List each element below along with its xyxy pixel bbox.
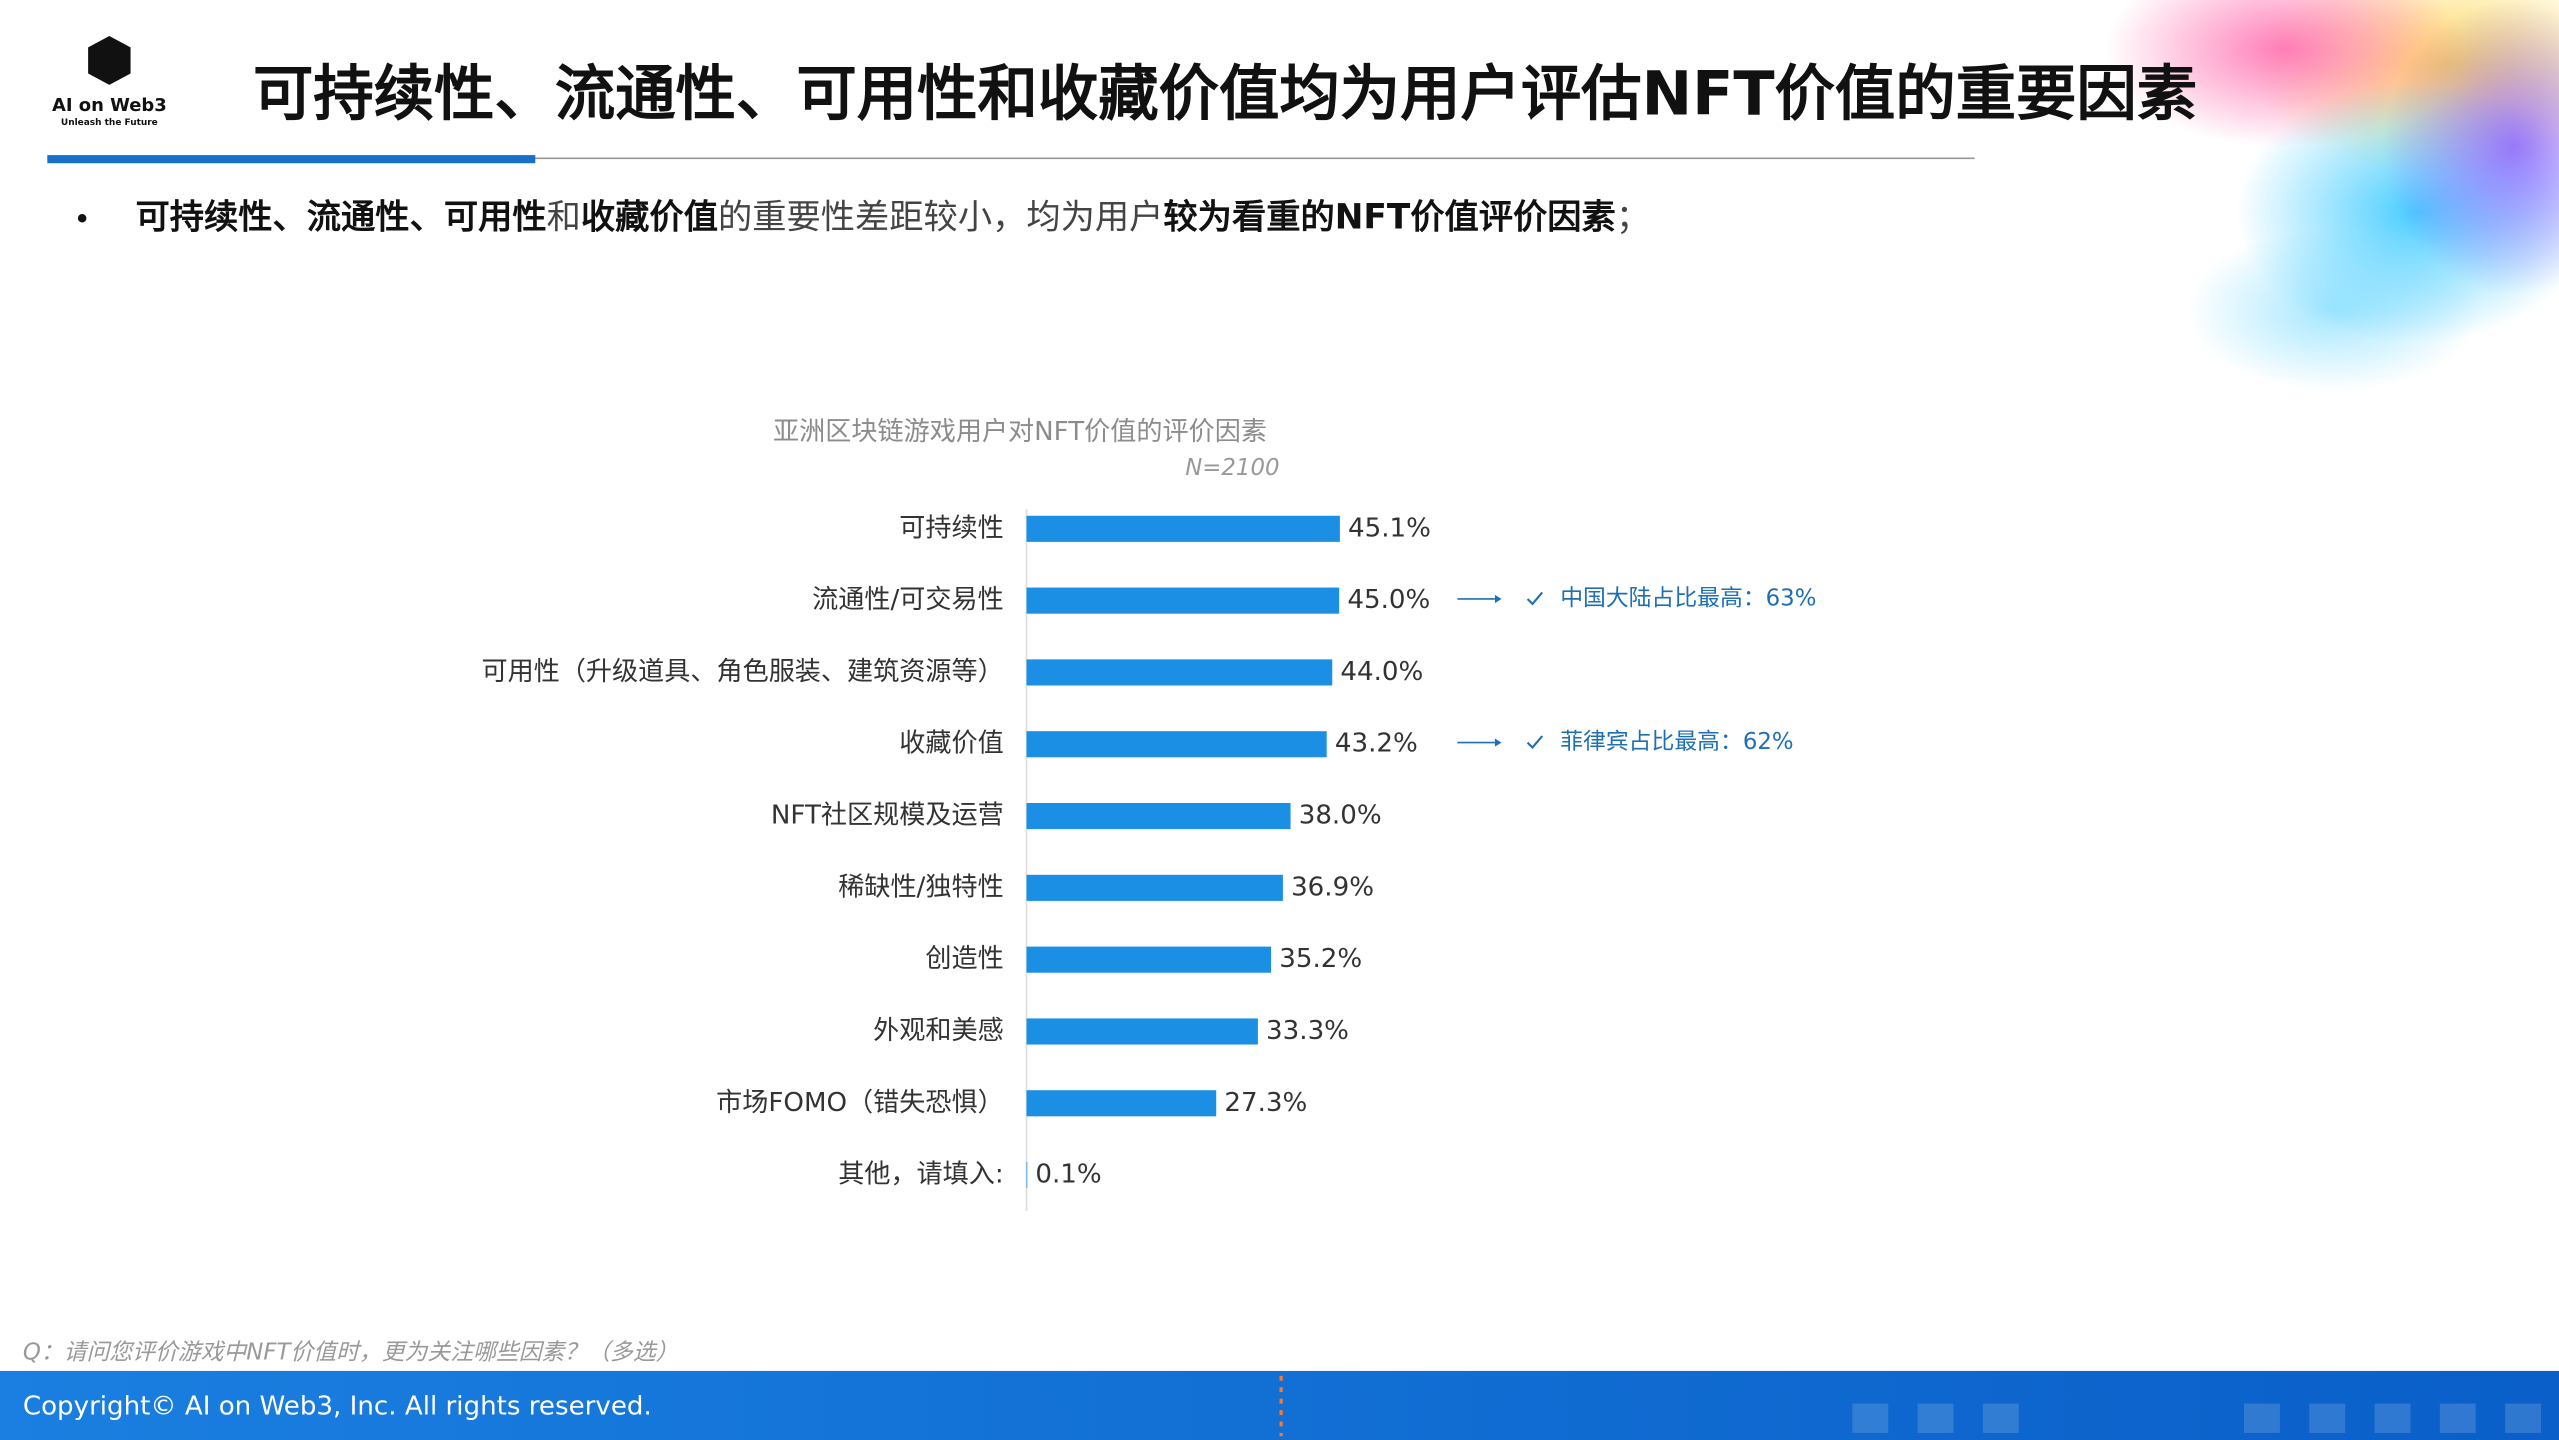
- category-label: 可持续性: [899, 513, 1003, 543]
- footer-decoration: [1852, 1403, 2542, 1433]
- bar: [1026, 946, 1272, 973]
- value-label: 27.3%: [1224, 1088, 1307, 1118]
- category-label: NFT社区规模及运营: [771, 801, 1004, 831]
- category-label: 稀缺性/独特性: [838, 872, 1003, 902]
- chart-subtitle: N=2100: [1185, 455, 1279, 481]
- value-label: 35.2%: [1279, 944, 1362, 974]
- bar: [1026, 731, 1327, 758]
- value-label: 33.3%: [1266, 1016, 1349, 1046]
- category-label: 可用性（升级道具、角色服装、建筑资源等）: [481, 657, 1003, 687]
- bar: [1026, 1162, 1028, 1189]
- bar: [1026, 587, 1340, 614]
- annotation-arrowhead: [1494, 738, 1502, 747]
- value-label: 36.9%: [1291, 872, 1374, 902]
- title-accent: [47, 155, 536, 164]
- category-label: 市场FOMO（错失恐惧）: [716, 1088, 1004, 1118]
- footnote: Q：请问您评价游戏中NFT价值时，更为关注哪些因素？（多选）: [23, 1339, 679, 1365]
- annotation-arrowhead: [1494, 594, 1502, 604]
- logo: AI on Web3 Unleash the Future: [52, 35, 167, 128]
- value-label: 43.2%: [1335, 729, 1418, 759]
- bullet-text: 可持续性、流通性、可用性和收藏价值的重要性差距较小，均为用户较为看重的NFT价值…: [135, 197, 1650, 237]
- annotation-check: [1526, 735, 1544, 750]
- bar: [1026, 1090, 1217, 1117]
- category-label: 外观和美感: [873, 1016, 1004, 1046]
- annotation-check: [1526, 591, 1544, 606]
- copyright: Copyright© AI on Web3, Inc. All rights r…: [23, 1391, 652, 1421]
- annotation-text: 中国大陆占比最高：63%: [1560, 585, 1816, 611]
- category-label: 流通性/可交易性: [812, 585, 1004, 615]
- value-label: 45.1%: [1348, 513, 1431, 543]
- logo-title: AI on Web3: [52, 95, 167, 116]
- bullet-dot: •: [73, 202, 90, 236]
- category-label: 收藏价值: [899, 729, 1003, 759]
- bullet-segment: 收藏价值: [581, 197, 718, 237]
- page-title: 可持续性、流通性、可用性和收藏价值均为用户评估NFT价值的重要因素: [253, 60, 2197, 130]
- category-label: 其他，请填入:: [838, 1160, 1003, 1190]
- decoration: [2105, 0, 2559, 392]
- value-label: 45.0%: [1347, 585, 1430, 615]
- footer-band: [0, 1370, 2559, 1440]
- bullet-segment: 和: [547, 197, 581, 237]
- category-label: 创造性: [925, 944, 1003, 974]
- chart-title: 亚洲区块链游戏用户对NFT价值的评价因素: [773, 417, 1267, 447]
- annotation-text: 菲律宾占比最高：62%: [1560, 729, 1793, 755]
- bar: [1026, 874, 1283, 901]
- bullet-segment: 可持续性、流通性、可用性: [135, 197, 546, 237]
- bar: [1026, 1018, 1258, 1045]
- bar: [1026, 515, 1340, 542]
- bar: [1026, 659, 1333, 686]
- bar: [1026, 802, 1291, 830]
- plot: 可持续性 45.1% 流通性/可交易性 45.0% 可用性（升级道具、角色服装、建筑资源…: [481, 513, 1816, 1189]
- bullet-segment: ；: [1616, 197, 1650, 237]
- value-label: 0.1%: [1035, 1160, 1101, 1190]
- bullet-segment: 的重要性差距较小，均为用户: [718, 197, 1163, 237]
- logo-subtitle: Unleash the Future: [61, 118, 158, 128]
- value-label: 44.0%: [1340, 657, 1423, 687]
- bullet-segment: 较为看重的NFT价值评价因素: [1163, 197, 1615, 237]
- value-label: 38.0%: [1299, 801, 1382, 831]
